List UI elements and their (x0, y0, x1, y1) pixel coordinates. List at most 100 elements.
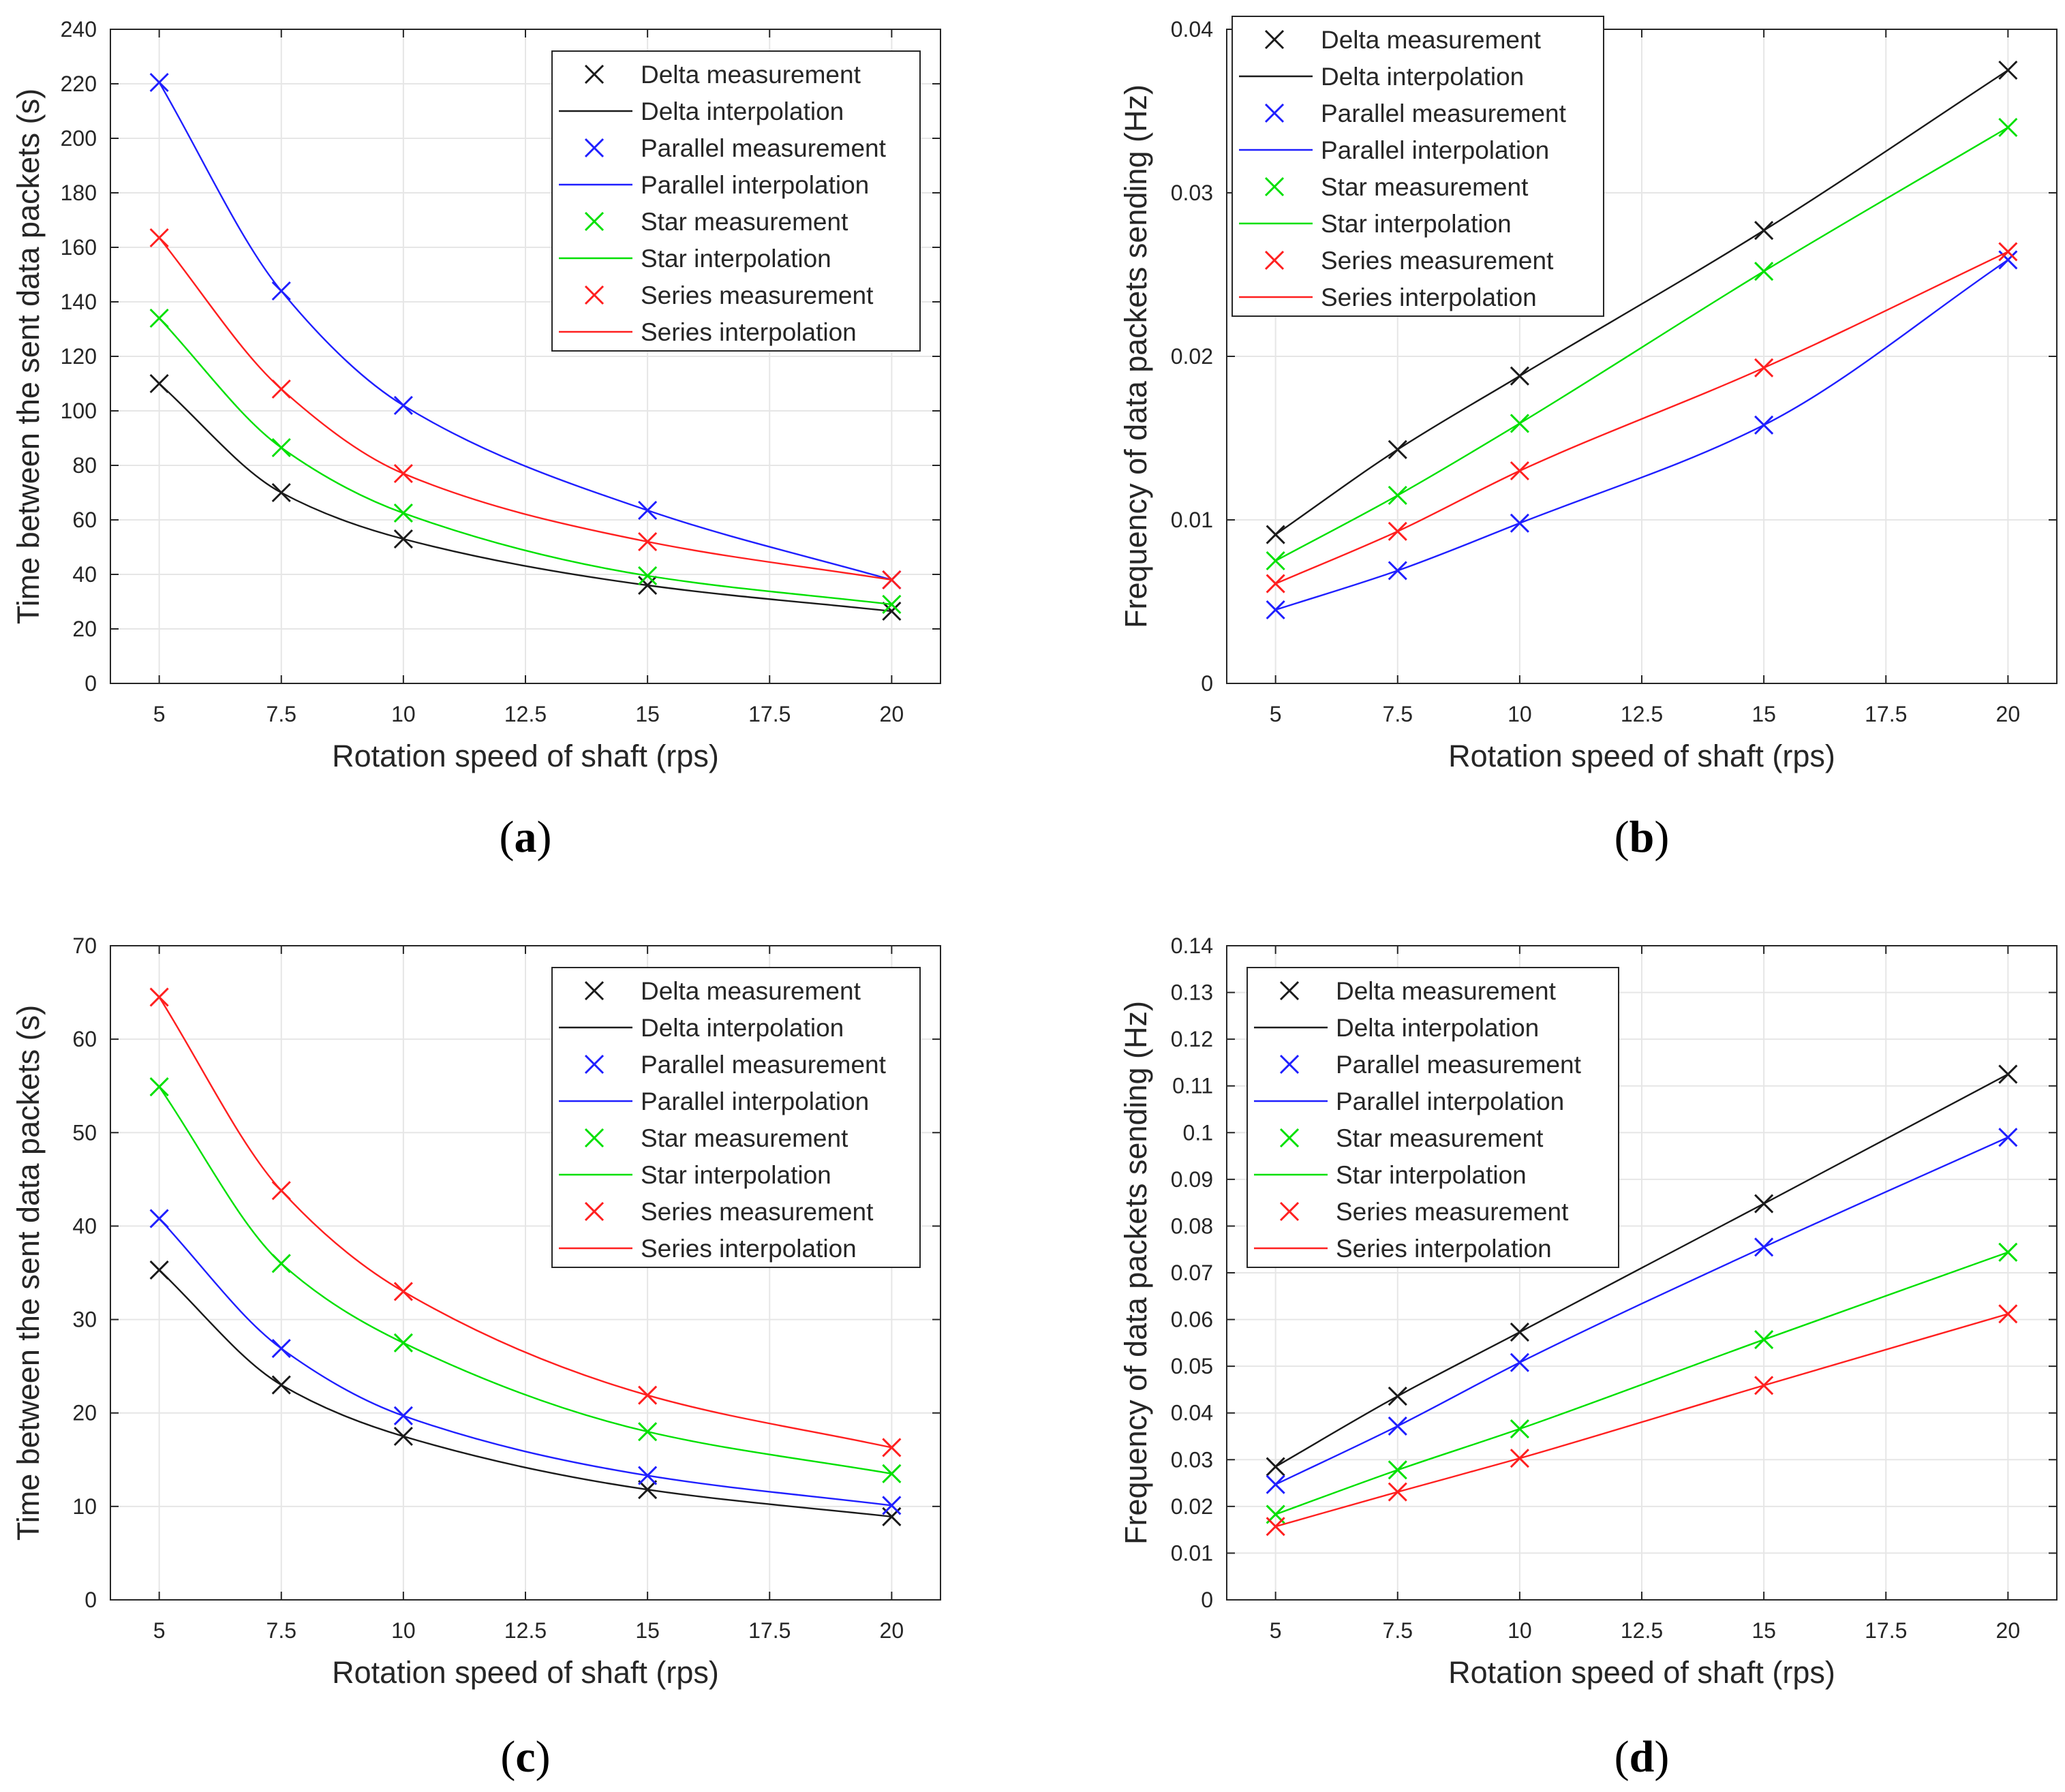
marker-stroke (1510, 366, 1529, 386)
legend: Delta measurement Delta interpolation Para… (551, 50, 921, 352)
marker-stroke (1388, 1386, 1407, 1406)
subfigure-caption: (a) (500, 812, 552, 862)
marker-stroke (1264, 103, 1285, 123)
marker-stroke (1510, 1449, 1529, 1468)
legend-marker-delta (1264, 29, 1285, 50)
marker-delta (393, 1426, 413, 1447)
legend-label: Parallel measurement (1336, 1051, 1582, 1079)
marker-stroke (271, 482, 291, 503)
series-line-series (158, 237, 892, 581)
caption-letter: b (1630, 812, 1655, 862)
series-line-star (1275, 1251, 2008, 1515)
marker-star (1388, 1460, 1407, 1480)
y-tick-label: 20 (72, 617, 97, 641)
marker-stroke (271, 379, 291, 399)
x-tick-label: 7.5 (1383, 1618, 1413, 1643)
marker-series (1754, 1376, 1774, 1395)
legend-marker-series (1279, 1201, 1300, 1222)
marker-stroke (584, 1201, 605, 1222)
series-line-star (158, 318, 892, 606)
series-line-series (1275, 251, 2008, 585)
marker-delta (882, 601, 902, 621)
legend-label: Star interpolation (1321, 210, 1512, 238)
caption-close-paren: ) (537, 812, 552, 862)
marker-stroke (584, 1128, 605, 1148)
marker-stroke (1279, 1054, 1300, 1075)
legend-marker-delta (584, 64, 605, 84)
y-tick-label: 80 (72, 453, 97, 478)
legend-marker-series (584, 1201, 605, 1222)
y-tick-label: 0.1 (1183, 1120, 1213, 1145)
x-tick-label: 20 (1996, 702, 2021, 726)
marker-delta (1754, 221, 1774, 241)
marker-star (882, 1464, 902, 1483)
legend-marker-star (584, 211, 605, 232)
y-tick-label: 40 (72, 562, 97, 587)
marker-stroke (393, 1282, 413, 1301)
marker-stroke (1266, 1517, 1285, 1536)
x-axis-label: Rotation speed of shaft (rps) (332, 739, 719, 773)
marker-stroke (1264, 176, 1285, 197)
series-line-delta (158, 1269, 892, 1518)
legend-label: Star measurement (1336, 1124, 1544, 1152)
marker-series (882, 570, 902, 590)
marker-stroke (584, 285, 605, 305)
marker-star (393, 1333, 413, 1353)
y-tick-label: 160 (61, 235, 97, 260)
legend-label: Series measurement (641, 1198, 874, 1226)
y-tick-label: 0.14 (1171, 933, 1213, 958)
x-tick-label: 5 (153, 702, 166, 726)
marker-star (271, 1254, 291, 1273)
marker-delta (638, 575, 658, 596)
marker-series (1388, 1482, 1407, 1502)
marker-series (638, 1385, 658, 1405)
marker-stroke (1754, 262, 1774, 281)
marker-delta (149, 373, 169, 394)
legend-label: Parallel measurement (641, 134, 887, 162)
y-tick-label: 20 (72, 1401, 97, 1425)
marker-stroke (1388, 561, 1407, 581)
marker-series (1754, 358, 1774, 377)
marker-delta (271, 482, 291, 503)
marker-star (1266, 551, 1285, 571)
marker-stroke (149, 1209, 169, 1229)
marker-stroke (1279, 1128, 1300, 1148)
marker-star (1754, 262, 1774, 281)
series-line-parallel (158, 82, 892, 581)
caption-open-paren: ( (1615, 1732, 1630, 1782)
marker-stroke (1264, 250, 1285, 271)
y-tick-label: 0 (1201, 671, 1213, 696)
legend-label: Series interpolation (641, 1235, 857, 1263)
marker-parallel (271, 281, 291, 301)
marker-series (149, 987, 169, 1007)
legend-marker-parallel (584, 1054, 605, 1075)
marker-stroke (882, 1464, 902, 1483)
marker-stroke (393, 395, 413, 416)
marker-series (882, 1438, 902, 1457)
marker-stroke (1510, 414, 1529, 433)
marker-delta (393, 529, 413, 549)
marker-stroke (1998, 242, 2018, 262)
marker-star (149, 308, 169, 328)
x-axis-label: Rotation speed of shaft (rps) (332, 1655, 719, 1690)
y-tick-label: 0.13 (1171, 980, 1213, 1005)
legend-label: Series measurement (641, 281, 874, 309)
marker-stroke (1388, 1482, 1407, 1502)
x-tick-label: 17.5 (748, 1618, 791, 1643)
marker-stroke (271, 437, 291, 458)
chart-b: 5 7.5 10 12.5 15 17.5 20 0 0.01 0.02 0.03 0.04 Rotat… (1118, 16, 2058, 862)
series-line-delta (1275, 1073, 2008, 1468)
marker-stroke (1998, 1304, 2018, 1324)
legend-marker-delta (584, 980, 605, 1001)
marker-parallel (271, 1339, 291, 1359)
marker-stroke (393, 529, 413, 549)
y-axis-label: Frequency of data packets sending (Hz) (1118, 84, 1153, 628)
legend-label: Star measurement (1321, 173, 1529, 201)
y-tick-label: 120 (61, 344, 97, 369)
marker-series (149, 228, 169, 248)
marker-delta (638, 1480, 658, 1500)
y-tick-label: 70 (72, 933, 97, 958)
marker-delta (1388, 439, 1407, 459)
marker-parallel (638, 500, 658, 521)
x-tick-label: 10 (391, 1618, 416, 1643)
